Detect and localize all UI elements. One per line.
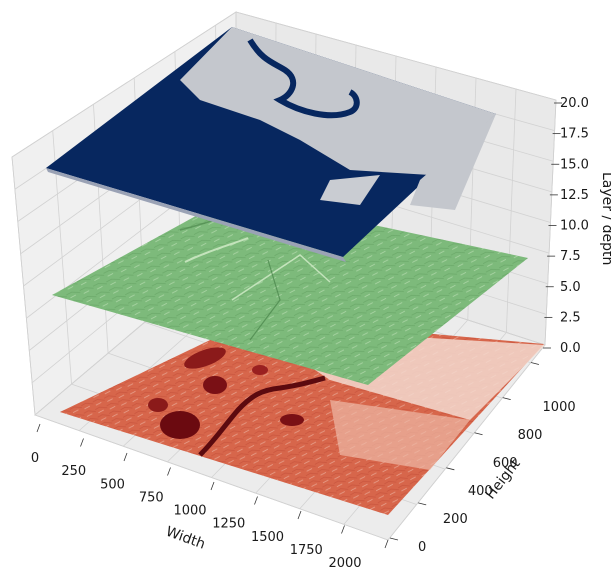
x-tick-label: 1500 (251, 530, 284, 545)
z-tick-label: 20.0 (560, 96, 589, 111)
y-tick-mark (530, 362, 540, 365)
z-axis-label: Layer / depth (599, 172, 611, 265)
reds-dark-patch (280, 414, 304, 426)
layer-top-binary (46, 27, 496, 262)
x-tick-mark (341, 525, 345, 534)
z-tick-label: 2.5 (560, 310, 581, 325)
z-tick-label: 10.0 (560, 219, 589, 234)
greens-texture (52, 195, 528, 385)
z-tick-label: 5.0 (560, 280, 581, 295)
z-tick-label: 12.5 (560, 188, 589, 203)
y-tick-label: 1000 (543, 400, 576, 415)
y-tick-mark (474, 432, 483, 436)
y-tick-mark (389, 537, 399, 541)
x-tick-label: 500 (100, 477, 125, 492)
reds-light-region-2 (330, 400, 470, 470)
gridline-x (387, 344, 546, 541)
x-tick-label: 1000 (173, 504, 206, 519)
y-tick-mark (446, 467, 455, 471)
binary-light-region (320, 175, 380, 205)
x-tick-mark (384, 539, 389, 549)
x-tick-label: 750 (139, 490, 164, 505)
reds-dark-patch (184, 347, 226, 369)
layer-middle-greens (52, 195, 528, 385)
z-tick-label: 15.0 (560, 157, 589, 172)
gridline-y (34, 414, 389, 541)
x-tick-mark (210, 481, 215, 491)
gridline-z (11, 11, 237, 158)
x-tick-mark (254, 496, 258, 505)
reds-dark-patch (252, 365, 268, 375)
x-tick-mark (167, 467, 171, 476)
y-tick-mark (418, 502, 427, 506)
z-tick-label: 7.5 (560, 249, 581, 264)
reds-dark-patch (148, 398, 168, 412)
x-tick-mark (80, 438, 84, 447)
y-tick-label: 600 (493, 456, 518, 471)
y-tick-label: 400 (468, 484, 493, 499)
greens-ridge (184, 237, 249, 263)
x-tick-mark (36, 423, 41, 433)
y-tick-label: 0 (418, 540, 426, 555)
greens-ridge (249, 259, 281, 341)
gridline-y (11, 156, 36, 416)
binary-light-region (410, 114, 496, 210)
y-tick-mark (502, 397, 511, 401)
gridline-x (505, 88, 517, 333)
y-tick-label: 200 (443, 512, 468, 527)
z-axis-ticks: 0.0 2.5 5.0 7.5 10.0 12.5 15.0 17.5 20.0 (543, 96, 589, 356)
z-tick-label: 0.0 (560, 341, 581, 356)
y-tick-label: 800 (518, 428, 543, 443)
x-axis-ticks: 0 250 500 750 1000 1250 1500 1750 2000 (31, 423, 389, 571)
reds-dark-patch (203, 376, 227, 394)
x-tick-label: 1250 (212, 517, 245, 532)
gridline-x (544, 99, 557, 346)
binary-light-region (180, 27, 496, 175)
x-tick-label: 2000 (328, 556, 361, 571)
reds-dark-patch (160, 411, 200, 439)
binary-edge (46, 168, 346, 262)
x-tick-label: 1750 (290, 543, 323, 558)
z-tick-label: 17.5 (560, 127, 589, 142)
x-tick-mark (123, 452, 128, 462)
x-axis-label: Width (164, 524, 208, 553)
greens-ridge (231, 254, 331, 301)
x-tick-mark (297, 510, 302, 520)
x-tick-label: 250 (61, 464, 86, 479)
x-tick-label: 0 (31, 451, 39, 466)
binary-river (247, 38, 360, 119)
reds-river (198, 375, 326, 457)
